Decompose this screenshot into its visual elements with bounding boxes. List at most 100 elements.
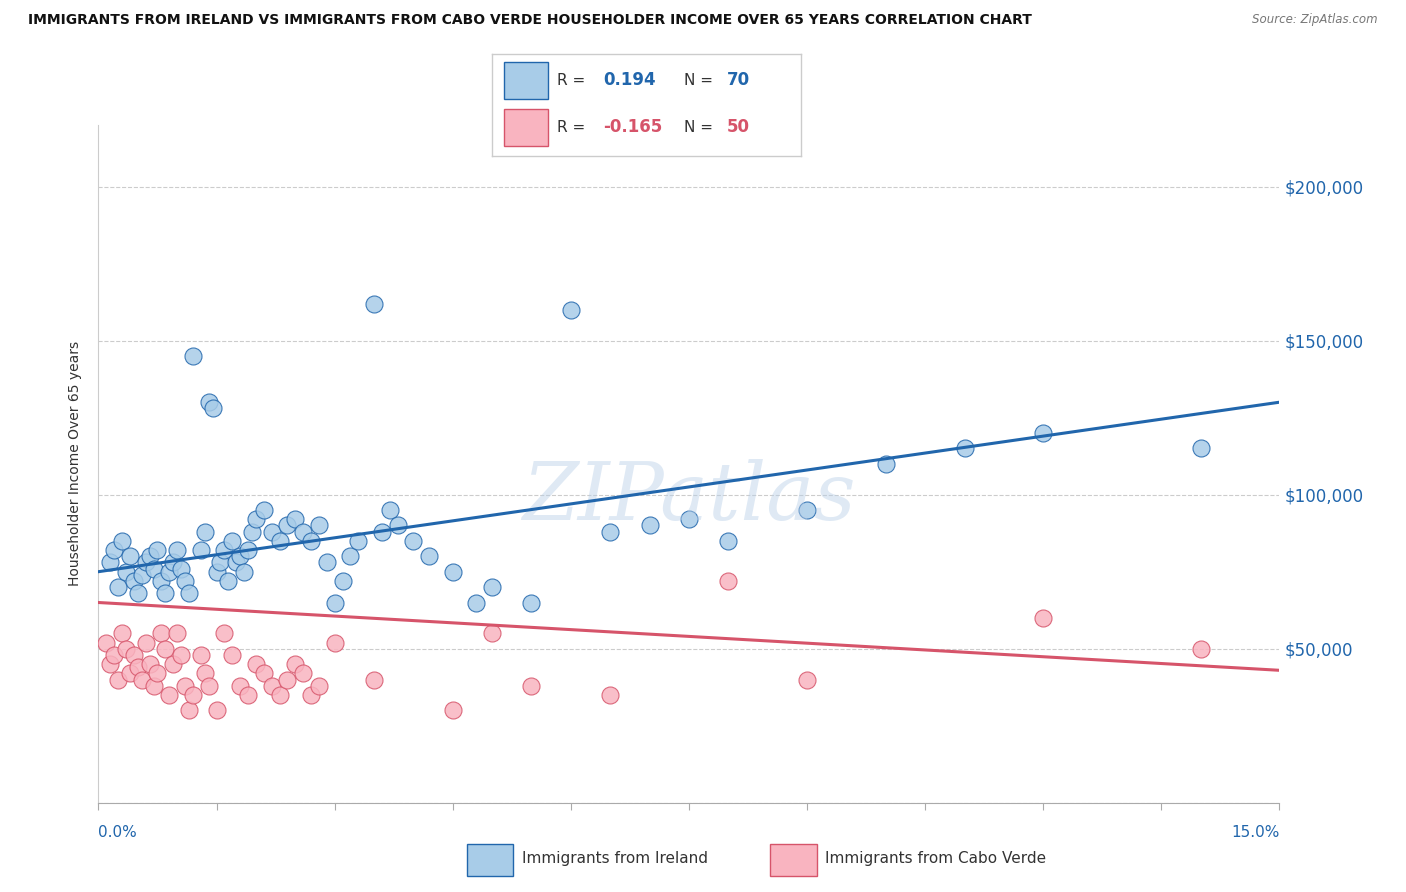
Point [209, 556, 232, 570]
Point [260, 679, 283, 693]
Text: 15.0%: 15.0% [1232, 825, 1279, 840]
Point [142, 679, 165, 693]
Text: N =: N = [683, 72, 713, 87]
Point [402, 533, 425, 548]
Point [157, 688, 180, 702]
Point [378, 503, 401, 517]
Point [131, 673, 153, 687]
Point [560, 302, 582, 317]
Point [194, 666, 217, 681]
Point [98, 556, 121, 570]
Point [118, 549, 141, 564]
Point [181, 688, 204, 702]
Text: Immigrants from Cabo Verde: Immigrants from Cabo Verde [825, 851, 1046, 866]
Point [332, 574, 354, 588]
Point [387, 518, 409, 533]
Point [177, 586, 200, 600]
Point [323, 595, 346, 609]
Point [363, 296, 385, 310]
Text: 0.194: 0.194 [603, 71, 657, 89]
Point [269, 688, 291, 702]
Point [638, 518, 661, 533]
Point [245, 657, 267, 672]
Point [138, 549, 160, 564]
Point [177, 703, 200, 717]
Point [481, 626, 503, 640]
Point [299, 688, 322, 702]
Point [233, 565, 256, 579]
Point [1189, 442, 1212, 456]
Text: Source: ZipAtlas.com: Source: ZipAtlas.com [1253, 13, 1378, 27]
Point [146, 666, 169, 681]
Text: ZIPatlas: ZIPatlas [522, 459, 856, 536]
Point [229, 549, 252, 564]
Point [166, 626, 188, 640]
Point [162, 657, 184, 672]
Point [441, 703, 464, 717]
Point [339, 549, 361, 564]
Point [217, 574, 239, 588]
Point [717, 533, 740, 548]
Point [197, 395, 219, 409]
Point [170, 561, 193, 575]
Point [98, 657, 121, 672]
Point [166, 543, 188, 558]
Point [599, 524, 621, 539]
Point [953, 442, 976, 456]
Point [1032, 425, 1054, 440]
Point [253, 503, 276, 517]
Point [269, 533, 291, 548]
Text: R =: R = [557, 120, 585, 135]
Point [155, 641, 177, 656]
Point [260, 524, 283, 539]
Point [520, 679, 543, 693]
Point [465, 595, 488, 609]
Point [157, 565, 180, 579]
Point [174, 574, 197, 588]
Point [190, 648, 212, 662]
Point [115, 641, 138, 656]
Text: 50: 50 [727, 119, 751, 136]
Point [170, 648, 193, 662]
Point [308, 518, 330, 533]
Point [111, 626, 134, 640]
Bar [770, 844, 817, 876]
Bar [505, 62, 548, 99]
Point [131, 567, 153, 582]
Point [299, 533, 322, 548]
Point [221, 533, 243, 548]
Point [127, 586, 149, 600]
Text: Immigrants from Ireland: Immigrants from Ireland [522, 851, 707, 866]
Bar [505, 109, 548, 145]
Point [150, 626, 173, 640]
Point [240, 524, 263, 539]
Point [127, 660, 149, 674]
Point [284, 657, 307, 672]
Point [236, 688, 259, 702]
Point [162, 556, 184, 570]
Point [135, 556, 157, 570]
Point [371, 524, 394, 539]
Point [146, 543, 169, 558]
Point [214, 626, 236, 640]
Point [107, 580, 129, 594]
Point [122, 648, 145, 662]
Point [717, 574, 740, 588]
Point [205, 703, 228, 717]
Point [678, 512, 700, 526]
Point [135, 635, 157, 649]
Point [481, 580, 503, 594]
Point [122, 574, 145, 588]
Text: IMMIGRANTS FROM IRELAND VS IMMIGRANTS FROM CABO VERDE HOUSEHOLDER INCOME OVER 65: IMMIGRANTS FROM IRELAND VS IMMIGRANTS FR… [28, 13, 1032, 28]
Point [308, 679, 330, 693]
Text: N =: N = [683, 120, 713, 135]
Text: 70: 70 [727, 71, 751, 89]
Point [1032, 611, 1054, 625]
Point [1189, 641, 1212, 656]
Point [190, 543, 212, 558]
Point [142, 561, 165, 575]
Point [118, 666, 141, 681]
Point [253, 666, 276, 681]
Y-axis label: Householder Income Over 65 years: Householder Income Over 65 years [69, 342, 83, 586]
Point [292, 666, 315, 681]
